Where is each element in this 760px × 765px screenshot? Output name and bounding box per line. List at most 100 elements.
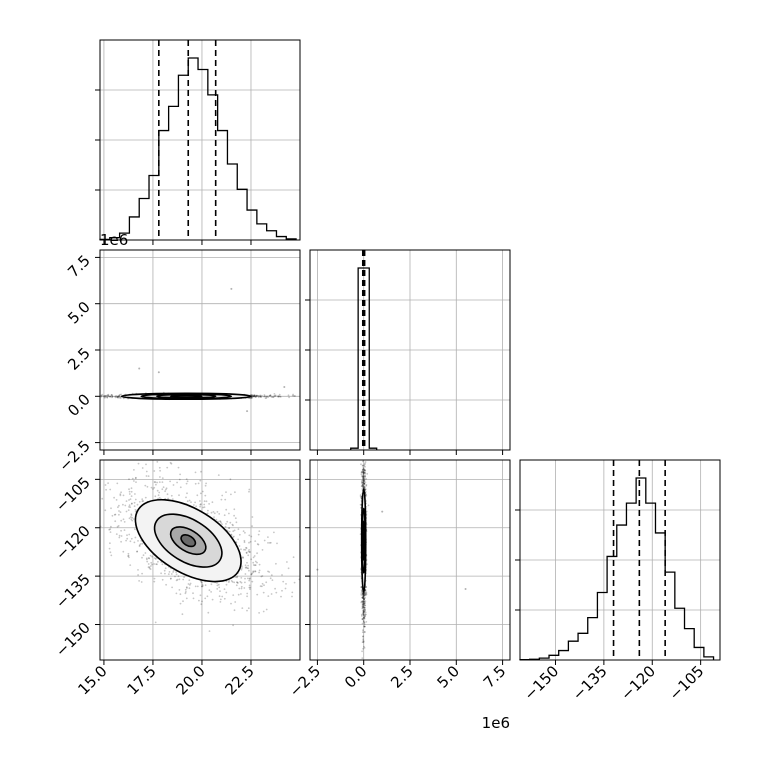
scatter-point xyxy=(362,481,364,484)
scatter-point xyxy=(259,395,262,397)
scatter-point xyxy=(252,395,255,398)
scatter-point xyxy=(362,614,365,617)
scatter-point xyxy=(361,596,363,599)
scatter-point xyxy=(110,554,113,557)
scatter-point xyxy=(362,473,365,476)
scatter-point xyxy=(362,479,365,482)
scatter-point xyxy=(204,484,207,487)
scatter-point xyxy=(108,528,111,531)
scatter-point xyxy=(141,556,143,559)
scatter-point xyxy=(360,613,363,616)
scatter-point xyxy=(156,489,159,492)
scatter-point xyxy=(256,543,259,545)
scatter-point xyxy=(151,563,153,566)
scatter-point xyxy=(363,463,366,466)
scatter-point xyxy=(252,561,255,564)
scatter-point xyxy=(171,498,174,500)
scatter-point xyxy=(362,486,365,488)
scatter-point xyxy=(248,586,251,589)
scatter-point xyxy=(233,529,236,532)
scatter-point xyxy=(144,484,147,487)
scatter-point xyxy=(364,471,366,474)
scatter-point xyxy=(361,641,364,643)
scatter-point xyxy=(365,484,368,487)
scatter-point xyxy=(261,582,264,585)
scatter-point xyxy=(204,494,207,497)
scatter-point xyxy=(242,557,245,559)
scatter-point xyxy=(154,621,157,624)
scatter-point xyxy=(293,395,295,397)
scatter-point xyxy=(362,474,365,477)
scatter-point xyxy=(252,394,255,397)
scatter-point xyxy=(137,540,139,542)
scatter-point xyxy=(361,631,364,634)
scatter-point xyxy=(234,576,237,578)
scatter-point xyxy=(362,595,364,598)
scatter-point xyxy=(364,611,367,614)
scatter-point xyxy=(106,396,109,399)
scatter-point xyxy=(147,566,150,568)
scatter-point xyxy=(159,476,161,478)
scatter-point xyxy=(185,482,188,485)
scatter-point xyxy=(257,543,260,546)
scatter-point xyxy=(362,476,365,478)
scatter-point xyxy=(154,481,157,483)
scatter-point xyxy=(118,510,120,512)
scatter-point xyxy=(176,578,179,581)
scatter-point xyxy=(362,611,365,613)
scatter-point xyxy=(253,394,256,396)
scatter-point xyxy=(248,488,251,491)
scatter-point xyxy=(240,581,243,584)
contour-line xyxy=(169,394,203,399)
scatter-point xyxy=(147,475,150,477)
scatter-point xyxy=(203,503,206,506)
scatter-point xyxy=(362,597,365,600)
scatter-point xyxy=(228,530,231,533)
scatter-point xyxy=(362,620,365,622)
scatter-point xyxy=(255,394,258,397)
scatter-point xyxy=(365,478,367,480)
scatter-point xyxy=(149,568,152,570)
scatter-point xyxy=(361,469,364,471)
scatter-point xyxy=(137,569,139,571)
scatter-point xyxy=(238,587,241,590)
outlier-point xyxy=(157,371,160,374)
scatter-point xyxy=(145,557,148,560)
scatter-point xyxy=(184,592,187,595)
scatter-point xyxy=(117,525,120,527)
scatter-point xyxy=(249,588,251,590)
outlier-point xyxy=(138,367,141,370)
scatter-point xyxy=(135,481,137,483)
scatter-point xyxy=(364,594,367,597)
scatter-point xyxy=(219,601,222,603)
scatter-point xyxy=(362,635,364,638)
scatter-point xyxy=(211,501,214,504)
scatter-point xyxy=(363,611,365,614)
scatter-point xyxy=(361,604,364,606)
scatter-point xyxy=(128,488,130,491)
scatter-point xyxy=(362,486,365,489)
scatter-point xyxy=(363,486,366,488)
scatter-point xyxy=(118,396,120,399)
scatter-point xyxy=(362,486,364,489)
scatter-point xyxy=(362,593,365,596)
scatter-point xyxy=(131,519,134,522)
scatter-point xyxy=(254,564,256,567)
scatter-point xyxy=(258,563,261,566)
scatter-point xyxy=(225,508,228,511)
scatter-point xyxy=(361,485,364,487)
scatter-point xyxy=(157,560,159,563)
scatter-point xyxy=(293,581,296,584)
scatter-point xyxy=(362,472,365,475)
scatter-point xyxy=(155,483,157,486)
scatter-point xyxy=(363,609,366,611)
scatter-point xyxy=(258,395,260,397)
scatter-point xyxy=(116,396,119,399)
scatter-point xyxy=(237,593,240,596)
scatter-point xyxy=(363,479,366,482)
scatter-point xyxy=(362,601,365,603)
scatter-point xyxy=(363,616,366,619)
scatter-point xyxy=(259,395,262,398)
scatter-point xyxy=(128,533,131,536)
scatter-point xyxy=(362,601,364,604)
